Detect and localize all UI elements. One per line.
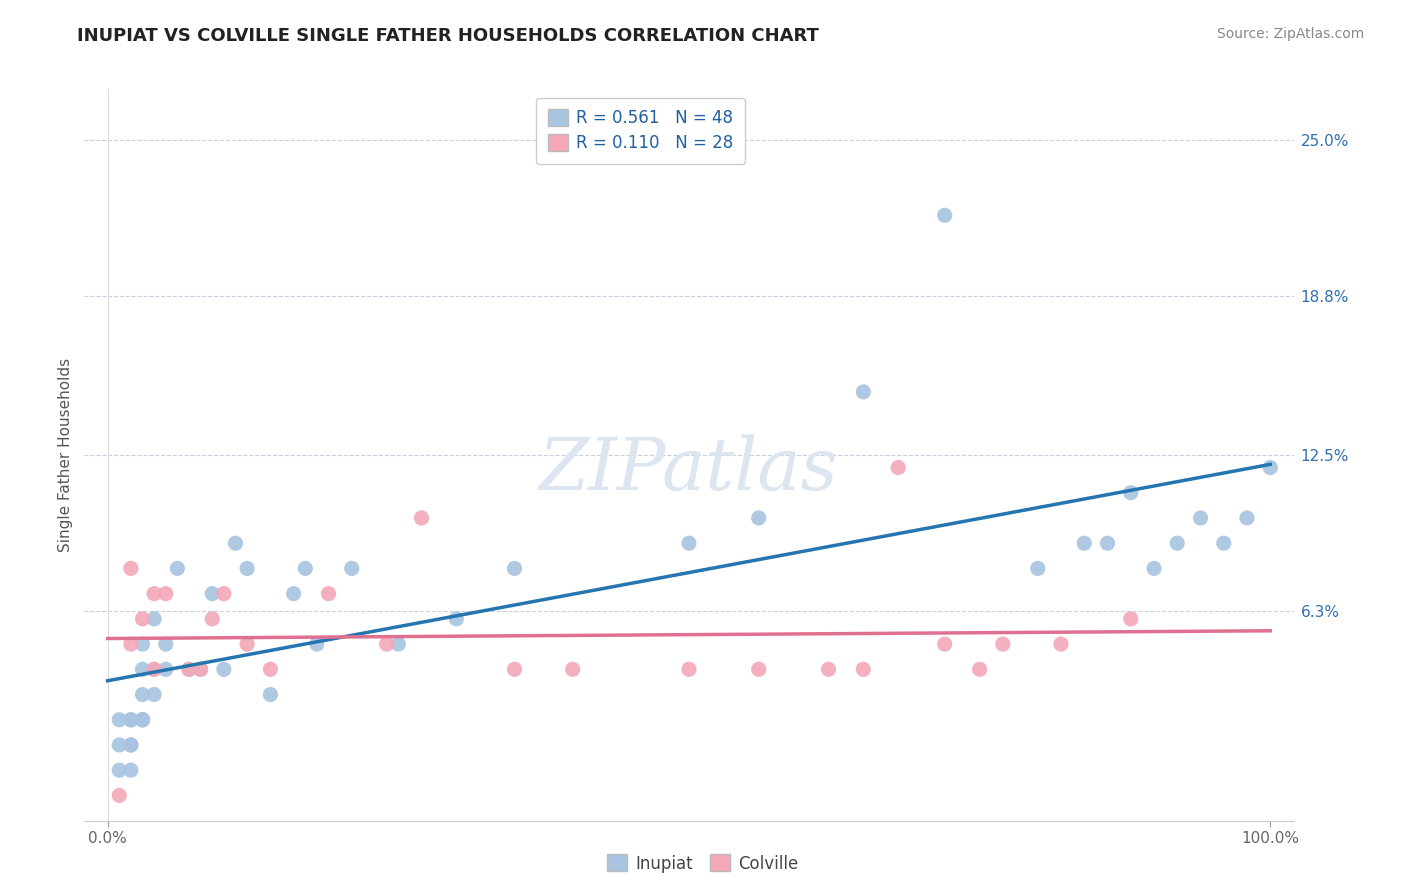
Point (131, 662, 153, 676)
Point (1119, 485, 1142, 500)
Point (283, 587, 305, 601)
Point (201, 587, 224, 601)
Point (131, 713, 153, 727)
Point (166, 561, 188, 575)
Point (934, 208, 956, 222)
Point (1236, 511, 1258, 525)
Point (1143, 561, 1166, 575)
Point (120, 561, 142, 575)
Text: INUPIAT VS COLVILLE SINGLE FATHER HOUSEHOLDS CORRELATION CHART: INUPIAT VS COLVILLE SINGLE FATHER HOUSEH… (77, 27, 820, 45)
Point (305, 637, 328, 651)
Point (1212, 536, 1234, 550)
Point (190, 662, 212, 676)
Point (143, 612, 166, 626)
Point (143, 688, 166, 702)
Text: Source: ZipAtlas.com: Source: ZipAtlas.com (1216, 27, 1364, 41)
Point (991, 637, 1014, 651)
Point (375, 637, 398, 651)
Point (120, 738, 142, 752)
Point (190, 662, 212, 676)
Point (236, 561, 259, 575)
Point (678, 662, 700, 676)
Legend: Inupiat, Colville: Inupiat, Colville (600, 847, 806, 880)
Point (561, 662, 583, 676)
Point (131, 688, 153, 702)
Point (678, 536, 700, 550)
Point (131, 713, 153, 727)
Point (1189, 511, 1212, 525)
Point (177, 662, 200, 676)
Legend: R = 0.561   N = 48, R = 0.110   N = 28: R = 0.561 N = 48, R = 0.110 N = 28 (536, 97, 745, 164)
Point (108, 763, 131, 777)
Point (411, 511, 433, 525)
Point (131, 713, 153, 727)
Point (852, 384, 875, 399)
Point (817, 662, 839, 676)
Point (120, 738, 142, 752)
Point (131, 637, 153, 651)
Point (748, 662, 770, 676)
Point (120, 713, 142, 727)
Point (108, 738, 131, 752)
Point (1073, 536, 1095, 550)
Point (120, 637, 142, 651)
Point (108, 713, 131, 727)
Point (108, 789, 131, 803)
Point (887, 460, 910, 475)
Point (748, 511, 770, 525)
Point (446, 612, 468, 626)
Point (212, 662, 235, 676)
Point (131, 612, 153, 626)
Point (503, 662, 526, 676)
Point (503, 561, 526, 575)
Point (201, 612, 224, 626)
Point (934, 637, 956, 651)
Point (294, 561, 316, 575)
Point (1166, 536, 1188, 550)
Point (1258, 460, 1281, 475)
Point (155, 662, 177, 676)
Text: ZIPatlas: ZIPatlas (538, 434, 839, 505)
Point (1119, 612, 1142, 626)
Point (318, 587, 340, 601)
Point (120, 763, 142, 777)
Point (120, 713, 142, 727)
Y-axis label: Single Father Households: Single Father Households (58, 358, 73, 552)
Point (155, 587, 177, 601)
Point (225, 536, 247, 550)
Point (143, 662, 166, 676)
Point (155, 637, 177, 651)
Point (143, 587, 166, 601)
Point (1050, 637, 1073, 651)
Point (340, 561, 363, 575)
Point (259, 688, 281, 702)
Point (969, 662, 991, 676)
Point (259, 662, 281, 676)
Point (177, 662, 200, 676)
Point (236, 637, 259, 651)
Point (852, 662, 875, 676)
Point (212, 587, 235, 601)
Point (1026, 561, 1049, 575)
Point (387, 637, 409, 651)
Point (1097, 536, 1119, 550)
Point (143, 662, 166, 676)
